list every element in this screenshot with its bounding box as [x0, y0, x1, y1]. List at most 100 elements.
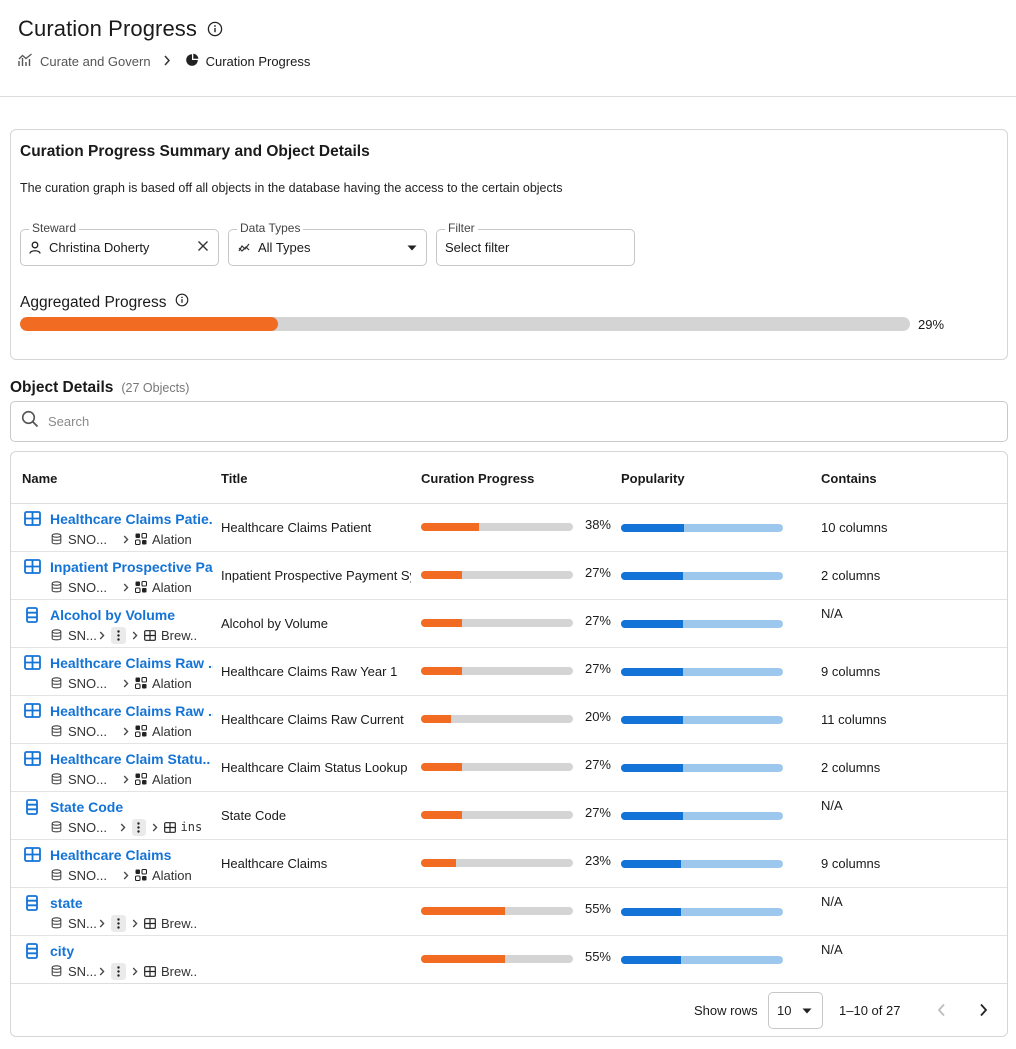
aggregated-progress-header: Aggregated Progress: [20, 293, 189, 312]
chevron-right-icon: [123, 583, 129, 592]
path-target[interactable]: Alation ..: [152, 531, 192, 547]
object-name-link[interactable]: Healthcare Claims Raw ..: [50, 702, 213, 719]
curation-progress-percent: 27%: [584, 565, 611, 580]
table-row[interactable]: state SN... Brew.. 55% N/A: [11, 888, 1007, 936]
path-source[interactable]: SNO...: [68, 867, 108, 883]
schema-icon: [135, 677, 147, 689]
table-row[interactable]: Healthcare Claims Raw .. SNO... Alation ..…: [11, 696, 1007, 744]
breadcrumb-item-curate-and-govern[interactable]: Curate and Govern: [18, 53, 151, 70]
column-header-name[interactable]: Name: [22, 471, 58, 486]
object-title: State Code: [221, 808, 287, 823]
curation-progress-bar: [421, 523, 573, 531]
object-name-link[interactable]: Inpatient Prospective Pa..: [50, 558, 213, 575]
steward-field[interactable]: Steward Christina Doherty: [20, 221, 219, 266]
data-types-select[interactable]: Data Types All Types: [228, 221, 427, 266]
path-target[interactable]: Alation ..: [152, 867, 192, 883]
object-name-link[interactable]: Healthcare Claims Patie..: [50, 510, 213, 527]
contains-value: N/A: [821, 942, 843, 957]
path-target[interactable]: Brew..: [161, 915, 198, 931]
curation-progress-percent: 27%: [584, 661, 611, 676]
curation-progress-bar: [421, 907, 573, 915]
path-target[interactable]: Brew..: [161, 963, 198, 979]
info-icon[interactable]: [207, 21, 223, 37]
curation-progress-percent: 55%: [584, 949, 611, 964]
table-row[interactable]: city SN... Brew.. 55% N/A: [11, 936, 1007, 984]
object-details-header: Object Details (27 Objects): [10, 379, 189, 397]
contains-value: N/A: [821, 894, 843, 909]
path-source[interactable]: SNO...: [68, 771, 108, 787]
chevron-right-icon: [132, 631, 138, 640]
object-name-link[interactable]: Healthcare Claim Statu..: [50, 750, 211, 767]
table-icon: [23, 846, 41, 863]
path-target[interactable]: Brew..: [161, 627, 198, 643]
show-rows-label: Show rows: [694, 1003, 758, 1018]
object-name-link[interactable]: Healthcare Claims: [50, 846, 172, 863]
aggregated-progress-percent: 29%: [918, 317, 945, 332]
search-input[interactable]: [48, 414, 948, 429]
path-source[interactable]: SNO...: [68, 675, 108, 691]
table-icon: [163, 821, 176, 833]
path-source[interactable]: SNO...: [68, 723, 108, 739]
table-row[interactable]: State Code SNO... ins State Code 27% N/A: [11, 792, 1007, 840]
table-row[interactable]: Alcohol by Volume SN... Brew.. Alcohol by V…: [11, 600, 1007, 648]
aggregated-progress-title: Aggregated Progress: [20, 293, 167, 311]
path-source[interactable]: SNO...: [68, 531, 108, 547]
path-target[interactable]: Alation ..: [152, 723, 192, 739]
object-title: Inpatient Prospective Payment System: [221, 568, 411, 583]
info-icon[interactable]: [175, 293, 189, 312]
object-path: SNO... Alation ..: [23, 578, 218, 596]
popularity-fill: [621, 764, 683, 772]
column-header-title[interactable]: Title: [221, 471, 248, 486]
column-header-curation-progress[interactable]: Curation Progress: [421, 471, 535, 486]
steward-label: Steward: [29, 221, 80, 235]
rows-per-page-select[interactable]: 10: [768, 992, 823, 1029]
object-name-link[interactable]: state: [50, 894, 83, 911]
path-target[interactable]: Alation ..: [152, 675, 192, 691]
contains-value: 2 columns: [821, 760, 881, 775]
more-path-button[interactable]: [111, 962, 126, 980]
previous-page-button[interactable]: [931, 999, 951, 1021]
more-path-button[interactable]: [111, 914, 126, 932]
object-path: SN... Brew..: [23, 626, 218, 644]
contains-value: 9 columns: [821, 856, 881, 871]
object-title: Healthcare Claim Status Lookup: [221, 760, 408, 775]
object-path: SNO... Alation ..: [23, 722, 218, 740]
object-path: SNO... Alation ..: [23, 770, 218, 788]
column-header-popularity[interactable]: Popularity: [621, 471, 685, 486]
clear-icon[interactable]: [197, 240, 209, 252]
object-name-link[interactable]: Healthcare Claims Raw ..: [50, 654, 213, 671]
page-header: Curation Progress Curate and Govern Cura…: [0, 0, 1016, 97]
summary-card: Curation Progress Summary and Object Det…: [10, 129, 1008, 360]
breadcrumb-label: Curate and Govern: [40, 54, 151, 69]
more-path-button[interactable]: [131, 818, 146, 836]
next-page-button[interactable]: [973, 999, 993, 1021]
path-source[interactable]: SN...: [68, 963, 97, 979]
object-path: SN... Brew..: [23, 914, 218, 932]
path-source[interactable]: SN...: [68, 627, 97, 643]
column-header-contains[interactable]: Contains: [821, 471, 877, 486]
database-icon: [51, 581, 62, 593]
path-target[interactable]: Alation ..: [152, 771, 192, 787]
curation-progress-bar: [421, 955, 573, 963]
object-name-link[interactable]: State Code: [50, 798, 124, 815]
popularity-bar: [621, 668, 783, 676]
path-target[interactable]: Alation ..: [152, 579, 192, 595]
path-source[interactable]: SNO...: [68, 819, 108, 835]
name-cell: city SN... Brew..: [23, 942, 218, 980]
path-source[interactable]: SNO...: [68, 579, 108, 595]
object-name-link[interactable]: city: [50, 942, 75, 959]
table-row[interactable]: Healthcare Claim Statu.. SNO... Alation ..…: [11, 744, 1007, 792]
popularity-fill: [621, 956, 681, 964]
chart-line-icon: [18, 53, 33, 70]
database-icon: [51, 725, 62, 737]
more-path-button[interactable]: [111, 626, 126, 644]
table-row[interactable]: Inpatient Prospective Pa.. SNO... Alation …: [11, 552, 1007, 600]
filter-select[interactable]: Filter Select filter: [436, 221, 635, 266]
object-name-link[interactable]: Alcohol by Volume: [50, 606, 175, 623]
path-target[interactable]: ins: [180, 820, 203, 834]
table-row[interactable]: Healthcare Claims Patie.. SNO... Alation .…: [11, 504, 1007, 552]
path-source[interactable]: SN...: [68, 915, 97, 931]
popularity-bar: [621, 908, 783, 916]
table-row[interactable]: Healthcare Claims Raw .. SNO... Alation ..…: [11, 648, 1007, 696]
